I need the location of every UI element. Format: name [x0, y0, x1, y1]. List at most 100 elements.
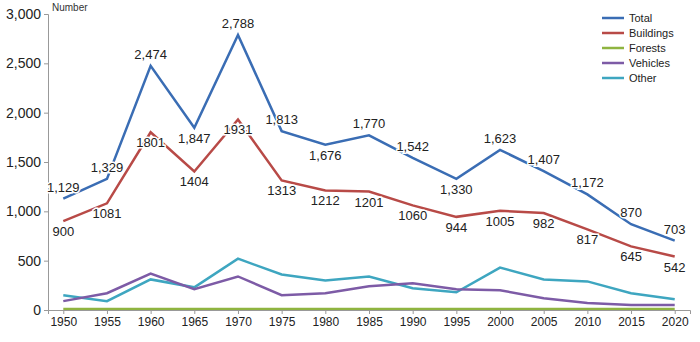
legend-label: Forests	[629, 42, 666, 54]
y-tick: 3,000	[6, 6, 48, 22]
chart: 0 500 1,000 1,500 2,000 2,500 3,000 1950 1955 196…	[0, 0, 700, 342]
data-label: 1060	[398, 208, 427, 223]
x-tick-label: 1955	[94, 315, 121, 329]
x-tick-mark	[500, 310, 501, 314]
x-axis: 1950 1955 1960 1965 1970 1975 1980 1985 1990 1995…	[49, 310, 691, 329]
y-tick-mark	[44, 310, 48, 311]
data-label: 1,172	[571, 175, 604, 190]
x-tick-mark	[282, 310, 283, 314]
data-label: 1313	[267, 183, 296, 198]
x-tick-label: 1980	[312, 315, 339, 329]
legend-item: Other	[602, 72, 657, 84]
x-tick: 2005	[531, 310, 558, 329]
data-label: 1,407	[527, 152, 560, 167]
y-tick-label: 500	[18, 253, 42, 269]
y-tick-label: 2,000	[6, 105, 41, 121]
series-line	[63, 308, 674, 310]
x-tick: 2020	[662, 310, 689, 329]
x-tick-mark	[151, 310, 152, 314]
data-label: 1,542	[396, 139, 429, 154]
data-label: 1931	[224, 122, 253, 137]
data-label: 2,788	[222, 16, 255, 31]
legend-label: Vehicles	[629, 57, 670, 69]
x-tick-mark	[107, 310, 108, 314]
x-tick-label: 1950	[50, 315, 77, 329]
data-label: 1,129	[47, 180, 80, 195]
data-label: 1,329	[91, 160, 124, 175]
x-axis-line	[49, 311, 691, 315]
legend: Total Buildings Forests Vehicles Other	[602, 12, 674, 84]
x-tick: 1980	[312, 310, 339, 329]
x-tick: 1985	[356, 310, 383, 329]
data-label: 1,330	[440, 182, 473, 197]
x-tick-label: 1960	[138, 315, 165, 329]
data-label: 1801	[136, 135, 165, 150]
y-tick: 1,000	[6, 203, 48, 219]
y-tick-mark	[44, 14, 48, 15]
data-label: 1404	[180, 174, 209, 189]
y-tick-label: 1,500	[6, 154, 41, 170]
series-line	[63, 119, 674, 256]
data-label: 1,676	[309, 148, 342, 163]
data-label: 1005	[486, 214, 515, 229]
y-tick-mark	[44, 211, 48, 212]
data-label: 1,813	[265, 112, 298, 127]
x-tick-mark	[369, 310, 370, 314]
data-label: 1,770	[353, 116, 386, 131]
data-label: 817	[577, 232, 599, 247]
data-label: 542	[664, 260, 686, 275]
x-tick-label: 1970	[225, 315, 252, 329]
x-tick-label: 2015	[618, 315, 645, 329]
series-line	[63, 35, 674, 241]
x-tick-mark	[325, 310, 326, 314]
x-tick-mark	[63, 310, 64, 314]
x-tick: 1955	[94, 310, 121, 329]
data-label: 1212	[311, 193, 340, 208]
y-tick: 1,500	[6, 154, 48, 170]
legend-swatch	[602, 17, 624, 20]
x-tick-mark	[631, 310, 632, 314]
data-label: 645	[620, 249, 642, 264]
x-tick-label: 2000	[487, 315, 514, 329]
x-tick: 1970	[225, 310, 252, 329]
legend-item: Forests	[602, 42, 666, 54]
legend-label: Total	[629, 12, 652, 24]
y-tick: 2,000	[6, 105, 48, 121]
x-tick-mark	[413, 310, 414, 314]
series-line	[63, 273, 674, 305]
x-tick: 1975	[269, 310, 296, 329]
legend-item: Vehicles	[602, 57, 670, 69]
data-label: 1,623	[484, 131, 517, 146]
legend-swatch	[602, 62, 624, 65]
plot-area	[63, 35, 674, 309]
x-tick-mark	[544, 310, 545, 314]
x-tick-mark	[238, 310, 239, 314]
data-label: 1201	[355, 195, 384, 210]
y-axis: 0 500 1,000 1,500 2,000 2,500 3,000	[6, 6, 49, 318]
y-tick-label: 1,000	[6, 203, 41, 219]
y-axis-line	[44, 15, 49, 311]
y-tick-label: 0	[33, 302, 41, 318]
legend-label: Other	[629, 72, 657, 84]
data-labels: 1,1291,3292,4741,8472,7881,8131,6761,770…	[47, 16, 686, 275]
x-tick-label: 1990	[400, 315, 427, 329]
y-axis-title: Number	[52, 2, 88, 13]
x-tick: 1965	[181, 310, 208, 329]
legend-swatch	[602, 32, 624, 35]
x-tick: 2015	[618, 310, 645, 329]
y-tick-mark	[44, 63, 48, 64]
x-tick-mark	[194, 310, 195, 314]
x-tick: 1960	[138, 310, 165, 329]
legend-swatch	[602, 77, 624, 80]
legend-item: Buildings	[602, 27, 674, 39]
x-tick-label: 2010	[575, 315, 602, 329]
data-label: 900	[52, 224, 74, 239]
y-tick: 2,500	[6, 55, 48, 71]
x-tick-label: 1985	[356, 315, 383, 329]
x-tick-label: 1995	[443, 315, 470, 329]
data-label: 703	[664, 222, 686, 237]
x-tick-label: 2005	[531, 315, 558, 329]
data-label: 944	[445, 220, 467, 235]
x-tick-mark	[675, 310, 676, 314]
y-tick-mark	[44, 113, 48, 114]
